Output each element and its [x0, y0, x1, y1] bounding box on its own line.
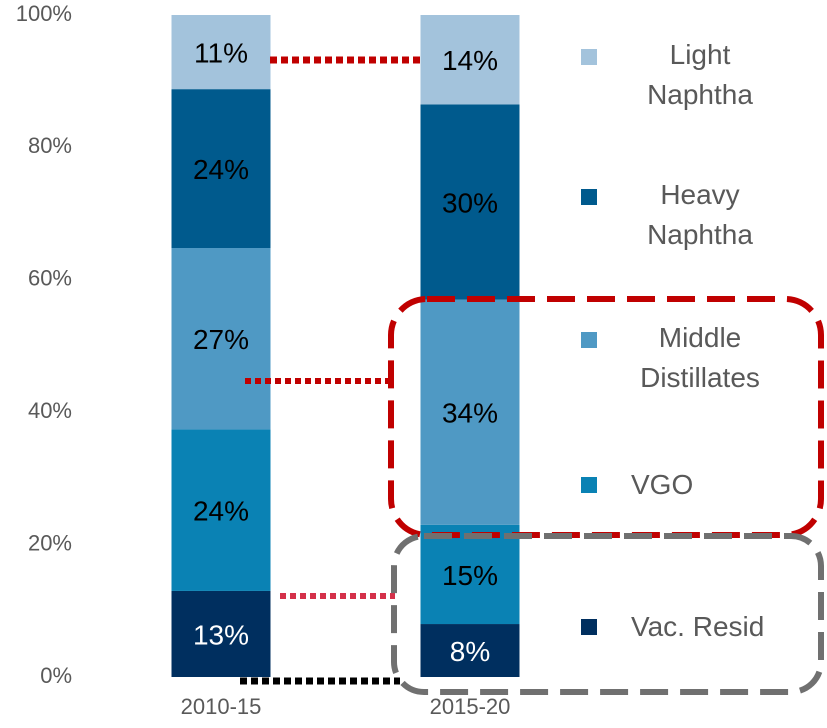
legend-swatch: [581, 332, 597, 348]
y-tick-label: 80%: [28, 133, 72, 158]
legend-label: Light Naphtha: [647, 39, 753, 110]
bar-segment: [420, 624, 520, 677]
data-label: 30%: [442, 187, 498, 218]
x-tick-label: 2015-20: [430, 694, 511, 719]
bar-segment: [171, 590, 271, 677]
data-label: 8%: [450, 636, 490, 667]
bars: [171, 15, 520, 677]
y-tick-label: 0%: [40, 663, 72, 688]
bar-segment: [171, 89, 271, 249]
data-label: 13%: [193, 619, 249, 650]
y-tick-label: 60%: [28, 266, 72, 291]
data-label: 14%: [442, 45, 498, 76]
legend-label: Vac. Resid: [631, 611, 765, 642]
annotations: [240, 56, 824, 695]
bar-segment: [420, 104, 520, 300]
y-tick-label: 20%: [28, 530, 72, 555]
y-tick-label: 40%: [28, 398, 72, 423]
highlight-box: [391, 533, 824, 695]
legend-label: Heavy Naphtha: [647, 179, 753, 250]
legend-label: VGO: [631, 469, 694, 500]
legend-swatch: [581, 477, 597, 493]
data-label: 24%: [193, 154, 249, 185]
bar-segment: [171, 15, 271, 90]
bar-segment: [420, 524, 520, 625]
bar-segment: [420, 15, 520, 105]
legend-label: Middle Distillates: [640, 322, 760, 393]
data-label: 24%: [193, 496, 249, 527]
data-label: 27%: [193, 324, 249, 355]
legend-swatch: [581, 189, 597, 205]
bar-segment: [171, 429, 271, 591]
legend-swatch: [581, 619, 597, 635]
y-tick-label: 100%: [16, 1, 72, 26]
bar-segment: [420, 299, 520, 525]
legend-swatch: [581, 49, 597, 65]
data-label: 34%: [442, 398, 498, 429]
x-tick-label: 2010-15: [181, 694, 262, 719]
data-label: 11%: [194, 37, 248, 68]
bar-segment: [171, 248, 271, 430]
data-label: 15%: [442, 560, 498, 591]
